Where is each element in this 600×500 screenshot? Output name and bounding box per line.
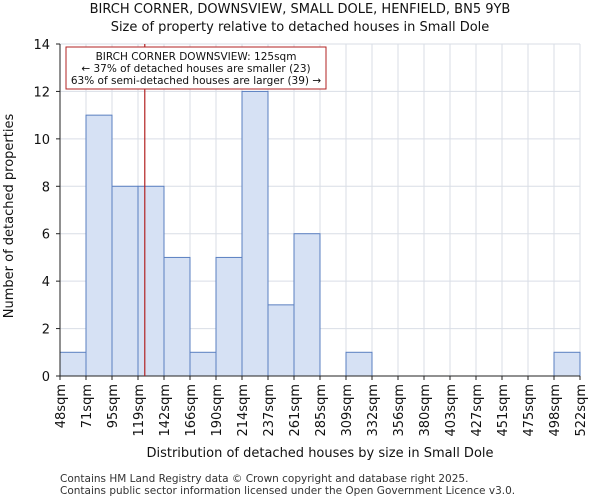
bar-261sqm [293, 233, 321, 377]
x-tick-label: 403sqm [444, 384, 459, 437]
x-tick-label: 214sqm [236, 384, 251, 437]
x-tick-label: 166sqm [184, 384, 199, 437]
x-tick-label: 451sqm [496, 384, 511, 437]
x-tick-label: 332sqm [366, 384, 381, 437]
x-tick-label: 380sqm [418, 384, 433, 437]
y-tick-label: 12 [33, 85, 50, 100]
x-tick-label: 285sqm [314, 384, 329, 437]
footer-line2: Contains public sector information licen… [60, 485, 515, 497]
x-tick-label: 475sqm [522, 384, 537, 437]
annotation-line1: BIRCH CORNER DOWNSVIEW: 125sqm [96, 51, 297, 63]
bar-48sqm [59, 351, 87, 377]
x-tick-label: 522sqm [574, 384, 589, 437]
annotation-line3: 63% of semi-detached houses are larger (… [71, 75, 322, 87]
x-tick-label: 119sqm [132, 384, 147, 437]
y-axis-label: Number of detached properties [2, 114, 17, 319]
x-tick-label: 498sqm [548, 384, 563, 437]
bar-142sqm [163, 256, 191, 377]
axes: 0 2 4 6 8 10 12 14 48sqm 71sqm 95sqm 119sqm 142sqm 16… [33, 38, 589, 437]
x-tick-label: 142sqm [158, 384, 173, 437]
y-tick-label: 10 [33, 133, 50, 148]
bar-237sqm [267, 304, 295, 377]
y-tick-label: 14 [33, 38, 50, 53]
x-tick-label: 71sqm [80, 384, 95, 428]
bar-309sqm [345, 351, 373, 377]
chart-title-line2: Size of property relative to detached ho… [111, 20, 490, 35]
x-tick-label: 190sqm [210, 384, 225, 437]
x-tick-label: 261sqm [288, 384, 303, 437]
annotation-line2: ← 37% of detached houses are smaller (23… [81, 63, 310, 75]
y-tick-label: 0 [42, 370, 50, 385]
bar-214sqm [241, 90, 269, 377]
x-axis-label: Distribution of detached houses by size … [146, 446, 493, 461]
y-tick-label: 8 [42, 180, 50, 195]
bar-190sqm [215, 256, 243, 377]
annotation-box: BIRCH CORNER DOWNSVIEW: 125sqm ← 37% of … [65, 46, 327, 90]
y-tick-label: 4 [42, 275, 50, 290]
x-tick-label: 237sqm [262, 384, 277, 437]
x-tick-label: 427sqm [470, 384, 485, 437]
footer-line1: Contains HM Land Registry data © Crown c… [60, 473, 468, 485]
x-tick-label: 48sqm [54, 384, 69, 428]
chart-title-line1: BIRCH CORNER, DOWNSVIEW, SMALL DOLE, HEN… [90, 2, 511, 17]
annotation-border [65, 46, 327, 90]
bar-95sqm [111, 185, 139, 377]
x-tick-label: 309sqm [340, 384, 355, 437]
bar-71sqm [85, 114, 113, 377]
bar-119sqm [137, 185, 165, 377]
bar-166sqm [189, 351, 217, 377]
x-tick-label: 95sqm [106, 384, 121, 428]
y-tick-label: 6 [42, 228, 50, 243]
bar-498sqm [553, 351, 581, 377]
y-tick-label: 2 [42, 323, 50, 338]
bars [59, 90, 581, 377]
x-tick-label: 356sqm [392, 384, 407, 437]
